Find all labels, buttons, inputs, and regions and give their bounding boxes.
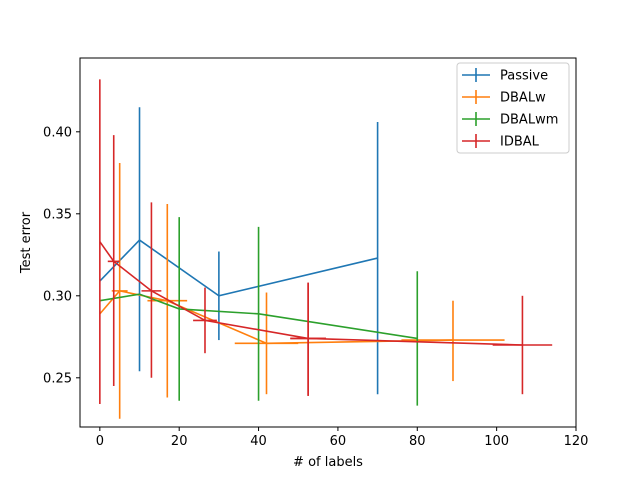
y-tick-label: 0.40: [43, 125, 72, 140]
legend: Passive DBALw DBALwm IDBAL: [456, 62, 570, 154]
series-line-idbal: [308, 337, 523, 346]
x-tick-label: 80: [409, 434, 426, 449]
legend-entry-dbalwm: DBALwm: [462, 112, 558, 128]
legend-entry-passive: Passive: [462, 68, 548, 84]
series-dbalwm: [99, 217, 419, 406]
series-idbal: [290, 282, 553, 396]
plot-clip-group: [99, 79, 553, 419]
y-tick-label: 0.35: [43, 207, 72, 222]
legend-label: Passive: [500, 69, 548, 84]
y-axis-label: Test error: [19, 211, 34, 274]
legend-label: IDBAL: [500, 135, 540, 150]
x-tick-label: 120: [564, 434, 589, 449]
legend-box: [456, 62, 570, 154]
y-tick-label: 0.30: [43, 289, 72, 304]
plot-area: [99, 79, 553, 419]
x-tick-label: 20: [171, 434, 188, 449]
legend-label: DBALw: [500, 91, 546, 106]
x-tick-label: 100: [484, 434, 509, 449]
plot-frame: [79, 57, 577, 428]
legend-entry-dbalw: DBALw: [462, 90, 546, 106]
x-tick-label: 40: [250, 434, 267, 449]
x-axis-label: # of labels: [293, 455, 363, 470]
y-tick-label: 0.25: [43, 371, 72, 386]
x-tick-label: 60: [330, 434, 347, 449]
axes: 0 20 40 60 80 100 120 0.25 0.30 0.35 0.40 # of labe…: [19, 57, 589, 470]
x-tick-label: 0: [96, 434, 104, 449]
legend-entry-idbal: IDBAL: [462, 134, 540, 150]
legend-label: DBALwm: [500, 113, 558, 128]
